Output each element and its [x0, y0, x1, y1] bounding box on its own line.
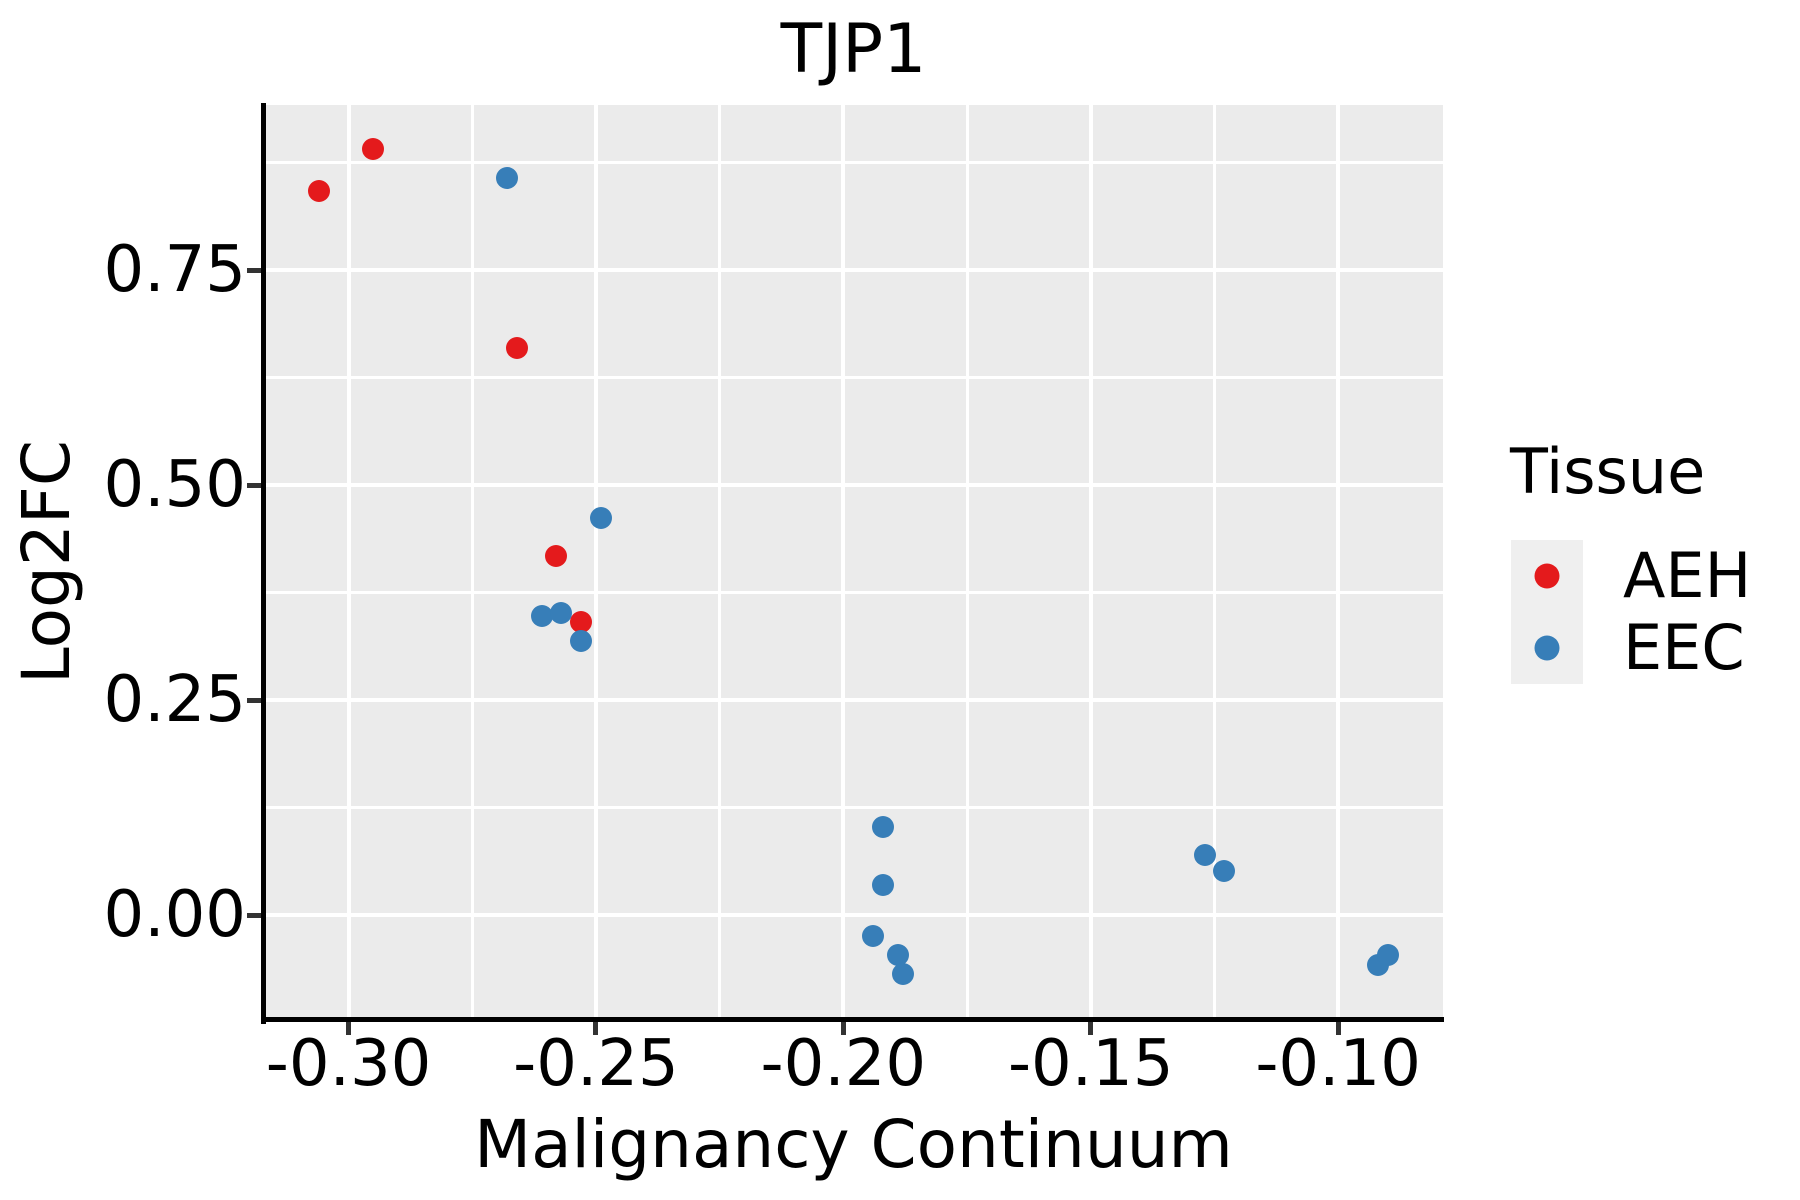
gridline-y-major: [264, 483, 1443, 488]
aeh-dot-icon: [1534, 563, 1560, 589]
gridline-x-minor: [470, 105, 474, 1019]
data-point-eec: [495, 167, 518, 189]
gridline-y-major: [264, 698, 1443, 703]
x-tick-label: -0.10: [1255, 1027, 1421, 1101]
x-tick-label: -0.20: [760, 1027, 927, 1101]
data-point-eec: [589, 506, 612, 529]
data-point-eec: [1376, 944, 1399, 967]
gridline-y-minor: [264, 161, 1443, 165]
legend-label-eec: EEC: [1623, 611, 1745, 684]
gridline-x-major: [346, 105, 351, 1019]
data-point-eec: [1213, 860, 1236, 883]
plot-panel: [264, 105, 1443, 1019]
eec-dot-icon: [1534, 635, 1560, 661]
x-tick-mark: [840, 1022, 846, 1035]
x-tick-mark: [1088, 1022, 1094, 1035]
data-point-aeh: [362, 137, 385, 160]
x-tick-mark: [1335, 1022, 1341, 1035]
y-tick-label: 0.25: [103, 663, 247, 738]
gridline-x-minor: [718, 105, 722, 1019]
gridline-x-major: [1336, 105, 1341, 1019]
y-tick-label: 0.00: [103, 878, 247, 953]
gridline-y-minor: [264, 806, 1443, 810]
gridline-x-minor: [965, 105, 969, 1019]
data-point-eec: [862, 924, 885, 947]
data-point-aeh: [307, 179, 330, 202]
plot-title: TJP1: [780, 10, 927, 89]
y-tick-mark: [247, 697, 261, 703]
y-tick-label: 0.50: [103, 448, 247, 523]
data-point-eec: [1193, 843, 1216, 866]
x-tick-label: -0.25: [513, 1027, 679, 1101]
x-tick-label: -0.30: [265, 1027, 432, 1101]
legend-key-aeh: [1511, 540, 1583, 612]
x-tick-mark: [346, 1022, 352, 1035]
y-tick-label: 0.75: [103, 233, 247, 308]
data-point-aeh: [545, 545, 568, 568]
gridline-y-minor: [264, 591, 1443, 595]
x-tick-label: -0.15: [1007, 1027, 1174, 1101]
y-tick-mark: [247, 482, 261, 488]
gridline-y-major: [264, 913, 1443, 918]
gridline-x-minor: [1212, 105, 1216, 1019]
x-tick-mark: [593, 1022, 599, 1035]
data-point-eec: [886, 944, 909, 967]
x-axis-line: [261, 1017, 1444, 1022]
data-point-eec: [530, 604, 553, 627]
y-tick-mark: [247, 267, 261, 273]
data-point-eec: [570, 629, 593, 652]
x-axis-title: Malignancy Continuum: [474, 1106, 1233, 1183]
legend-title: Tissue: [1510, 435, 1706, 508]
gridline-x-major: [841, 105, 846, 1019]
gridline-x-major: [1088, 105, 1093, 1019]
data-point-eec: [891, 963, 914, 986]
data-point-eec: [871, 816, 894, 839]
data-point-eec: [871, 873, 894, 896]
legend-key-eec: [1511, 612, 1583, 684]
data-point-aeh: [505, 337, 528, 360]
y-axis-line: [261, 103, 266, 1024]
y-axis-title: Log2FC: [8, 440, 85, 684]
data-point-aeh: [570, 610, 593, 633]
gridline-x-major: [593, 105, 598, 1019]
legend-label-aeh: AEH: [1623, 539, 1752, 612]
gridline-y-major: [264, 268, 1443, 273]
gridline-y-minor: [264, 376, 1443, 380]
y-tick-mark: [247, 912, 261, 918]
data-point-eec: [550, 602, 573, 625]
